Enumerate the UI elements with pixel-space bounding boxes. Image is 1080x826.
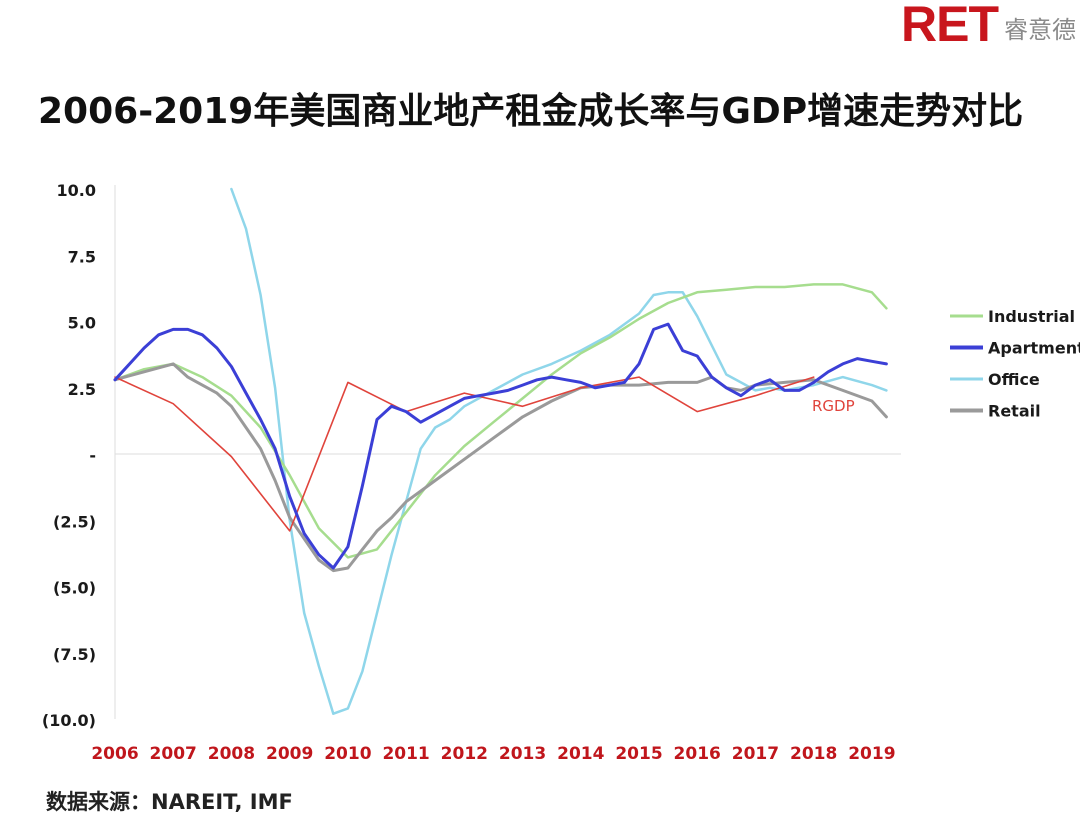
y-tick-label: (10.0) bbox=[42, 711, 96, 730]
y-tick-label: 2.5 bbox=[68, 380, 96, 399]
data-source-note: 数据来源：NAREIT, IMF bbox=[46, 790, 293, 814]
x-tick-label: 2011 bbox=[382, 744, 429, 764]
legend: Industrial Apartment Office Retail bbox=[950, 307, 1080, 421]
chart-title: 2006-2019年美国商业地产租金成长率与GDP增速走势对比 bbox=[38, 91, 1024, 132]
series-line-industrial bbox=[113, 283, 888, 559]
legend-label-industrial: Industrial bbox=[988, 307, 1075, 326]
x-tick-label: 2008 bbox=[208, 744, 255, 764]
y-tick-label: 10.0 bbox=[57, 181, 96, 200]
x-tick-label: 2018 bbox=[790, 744, 837, 764]
logo: RET 睿意德 bbox=[901, 0, 1076, 52]
series-lines bbox=[113, 187, 888, 715]
series-line-office bbox=[230, 187, 888, 715]
x-tick-label: 2010 bbox=[324, 744, 371, 764]
rgdp-annotation: RGDP bbox=[812, 397, 855, 415]
y-tick-label: (5.0) bbox=[53, 579, 96, 598]
x-tick-label: 2007 bbox=[150, 744, 197, 764]
legend-label-apartment: Apartment bbox=[988, 339, 1080, 358]
x-tick-label: 2013 bbox=[499, 744, 546, 764]
series-line-apartment bbox=[113, 322, 888, 570]
x-tick-label: 2012 bbox=[441, 744, 488, 764]
logo-chinese-name: 睿意德 bbox=[1004, 16, 1076, 44]
series-line-rgdp bbox=[114, 376, 815, 532]
x-tick-label: 2006 bbox=[91, 744, 138, 764]
legend-label-retail: Retail bbox=[988, 402, 1041, 421]
logo-brand: RET bbox=[901, 0, 999, 52]
x-tick-label: 2014 bbox=[557, 744, 604, 764]
x-tick-label: 2015 bbox=[615, 744, 662, 764]
x-tick-label: 2017 bbox=[732, 744, 779, 764]
y-tick-label: (2.5) bbox=[53, 512, 96, 531]
x-tick-label: 2016 bbox=[674, 744, 721, 764]
y-tick-label: 7.5 bbox=[68, 247, 96, 266]
tick-labels: 10.0 7.5 5.0 2.5 - (2.5) (5.0) (7.5) (10.0) 2006 2… bbox=[42, 181, 896, 764]
y-tick-label: (7.5) bbox=[53, 645, 96, 664]
y-tick-label: - bbox=[89, 446, 96, 465]
legend-label-office: Office bbox=[988, 370, 1040, 389]
axes bbox=[114, 185, 901, 719]
y-tick-label: 5.0 bbox=[68, 314, 96, 333]
x-tick-label: 2009 bbox=[266, 744, 313, 764]
x-tick-label: 2019 bbox=[848, 744, 895, 764]
